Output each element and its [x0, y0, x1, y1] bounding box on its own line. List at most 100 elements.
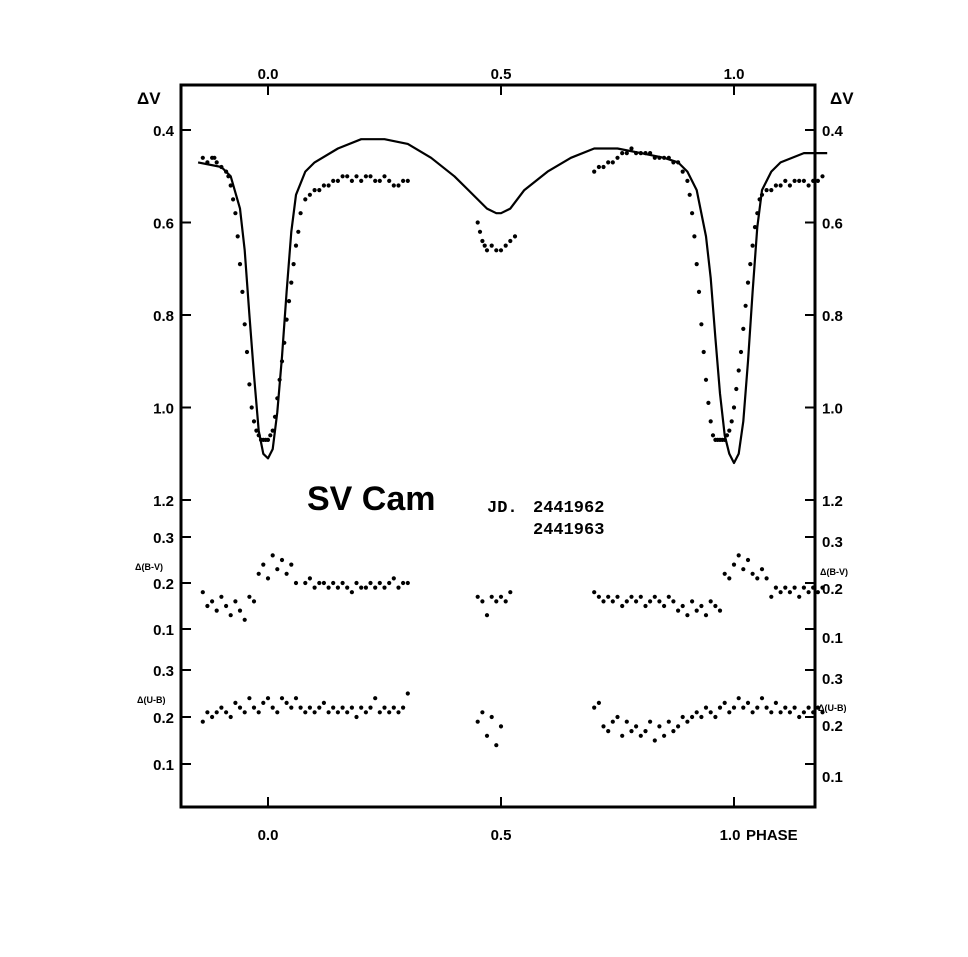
data-point-dUB: [717, 705, 723, 710]
data-point-dBV: [247, 594, 252, 599]
data-point-dBV: [303, 580, 308, 586]
data-point-dUB: [773, 700, 779, 706]
data-point-dUB: [368, 705, 373, 710]
data-point-dBV: [676, 608, 681, 613]
y-tick-label-left: 0.3: [153, 663, 174, 680]
data-point-dV: [801, 178, 807, 183]
data-point-dBV: [624, 599, 629, 604]
data-point-dV: [708, 419, 713, 424]
data-point-dBV: [755, 576, 760, 581]
data-point-dV: [757, 197, 762, 202]
data-point-dV: [359, 178, 364, 183]
data-point-dUB: [694, 710, 699, 715]
data-point-dV: [282, 340, 287, 345]
data-point-dBV: [265, 576, 271, 581]
data-point-dV: [710, 433, 716, 438]
model-curve-dv: [197, 138, 828, 465]
data-point-dV: [219, 164, 224, 170]
data-point-dV: [377, 178, 382, 183]
data-point-dV: [237, 262, 243, 267]
data-point-dV: [743, 303, 748, 308]
data-point-dV: [596, 164, 602, 170]
data-point-dUB: [676, 724, 681, 729]
y-tick-label-right: 0.8: [822, 308, 843, 325]
data-point-dV: [503, 243, 508, 248]
data-point-dV: [247, 382, 252, 387]
data-point-dV: [643, 151, 648, 156]
data-point-dV: [624, 151, 629, 156]
data-point-dV: [696, 289, 702, 294]
data-point-dUB: [708, 710, 713, 715]
data-point-dV: [265, 437, 271, 442]
data-point-dBV: [312, 585, 317, 590]
data-point-dUB: [634, 724, 639, 729]
data-point-dBV: [797, 594, 802, 599]
data-point-dV: [815, 178, 821, 183]
y-tick-label-right: 0.3: [822, 534, 843, 551]
data-point-dBV: [815, 590, 821, 595]
y-axis-label-left-ub: Δ(U-B): [137, 695, 165, 705]
data-point-dV: [331, 178, 336, 183]
data-point-dV: [620, 151, 625, 156]
data-point-dBV: [200, 590, 205, 595]
data-point-dUB: [624, 719, 629, 724]
data-point-dV: [484, 248, 490, 253]
data-point-dV: [759, 192, 765, 197]
data-point-dBV: [759, 567, 765, 572]
data-point-dBV: [685, 613, 690, 618]
data-point-dBV: [792, 585, 797, 590]
data-point-dBV: [708, 599, 713, 604]
data-point-dV: [752, 225, 758, 230]
data-point-dBV: [289, 562, 294, 567]
data-point-dV: [601, 164, 606, 170]
data-point-dBV: [722, 571, 727, 576]
data-point-dUB: [713, 714, 718, 720]
data-point-dBV: [773, 585, 779, 590]
data-point-dV: [214, 160, 219, 165]
data-point-dBV: [345, 585, 350, 590]
data-point-dBV: [279, 557, 285, 563]
y-tick-label-left: 0.2: [153, 710, 174, 727]
data-point-dUB: [690, 714, 695, 720]
data-point-dV: [373, 178, 378, 183]
data-point-dV: [477, 229, 483, 234]
data-point-dUB: [233, 700, 238, 706]
data-point-dBV: [657, 599, 662, 604]
data-point-dBV: [224, 603, 229, 609]
data-point-dV: [797, 178, 802, 183]
data-point-dUB: [293, 696, 299, 701]
data-point-dUB: [662, 733, 667, 738]
data-point-dV: [741, 326, 746, 331]
data-point-dV: [652, 155, 657, 160]
data-point-dUB: [270, 705, 275, 710]
data-point-dV: [244, 349, 250, 355]
x-tick-label-bottom: 0.0: [258, 827, 279, 844]
data-point-dBV: [694, 608, 699, 613]
data-point-dBV: [629, 594, 634, 599]
data-point-dUB: [237, 705, 243, 710]
data-point-dV: [335, 178, 340, 183]
data-point-dV: [482, 243, 487, 248]
data-point-dUB: [783, 705, 788, 710]
data-point-dBV: [284, 571, 289, 576]
data-point-dBV: [638, 594, 643, 599]
y-axis-label-right-dv: ΔV: [830, 89, 854, 108]
data-point-dUB: [601, 724, 606, 729]
y-tick-label-right: 0.6: [822, 216, 843, 233]
x-tick-label-top: 0.5: [491, 66, 512, 83]
y-axis-label-left-dv: ΔV: [137, 89, 161, 108]
data-point-dV: [233, 211, 238, 216]
data-point-dUB: [224, 710, 229, 715]
data-point-dV: [286, 299, 292, 304]
data-point-dV: [806, 183, 811, 188]
data-point-dBV: [731, 562, 737, 567]
data-point-dBV: [261, 562, 266, 567]
data-point-dBV: [811, 585, 816, 590]
data-point-dBV: [806, 590, 811, 595]
data-point-dUB: [359, 705, 364, 710]
data-point-dV: [773, 183, 779, 188]
data-point-dBV: [321, 580, 326, 586]
axis-ticks: [181, 85, 815, 807]
data-point-dV: [745, 280, 751, 285]
